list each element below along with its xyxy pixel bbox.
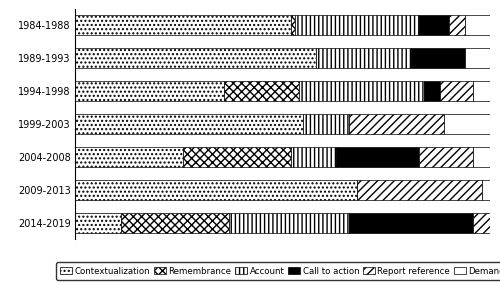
Bar bbox=[444, 114, 490, 134]
Bar bbox=[474, 213, 490, 233]
Bar bbox=[75, 81, 225, 101]
Bar bbox=[75, 213, 120, 233]
Bar bbox=[75, 114, 304, 134]
Bar bbox=[465, 48, 490, 68]
Bar bbox=[474, 81, 490, 101]
Bar bbox=[75, 180, 357, 200]
Bar bbox=[75, 15, 291, 35]
Bar bbox=[474, 147, 490, 167]
Bar bbox=[316, 48, 411, 68]
Bar bbox=[224, 81, 299, 101]
Bar bbox=[228, 213, 349, 233]
Bar bbox=[75, 48, 316, 68]
Bar bbox=[336, 147, 419, 167]
Bar bbox=[482, 180, 490, 200]
Bar bbox=[357, 180, 482, 200]
Bar bbox=[349, 114, 444, 134]
Bar bbox=[349, 213, 474, 233]
Bar bbox=[411, 48, 465, 68]
Bar bbox=[420, 147, 474, 167]
Bar bbox=[299, 81, 424, 101]
Bar bbox=[304, 114, 349, 134]
Bar bbox=[75, 147, 183, 167]
Bar bbox=[424, 81, 440, 101]
Bar bbox=[291, 147, 337, 167]
Bar bbox=[291, 15, 295, 35]
Legend: Contextualization, Remembrance, Account, Call to action, Report reference, Deman: Contextualization, Remembrance, Account,… bbox=[56, 262, 500, 280]
Bar bbox=[120, 213, 228, 233]
Bar bbox=[448, 15, 465, 35]
Bar bbox=[440, 81, 474, 101]
Bar bbox=[183, 147, 291, 167]
Bar bbox=[465, 15, 490, 35]
Bar bbox=[295, 15, 420, 35]
Bar bbox=[420, 15, 448, 35]
